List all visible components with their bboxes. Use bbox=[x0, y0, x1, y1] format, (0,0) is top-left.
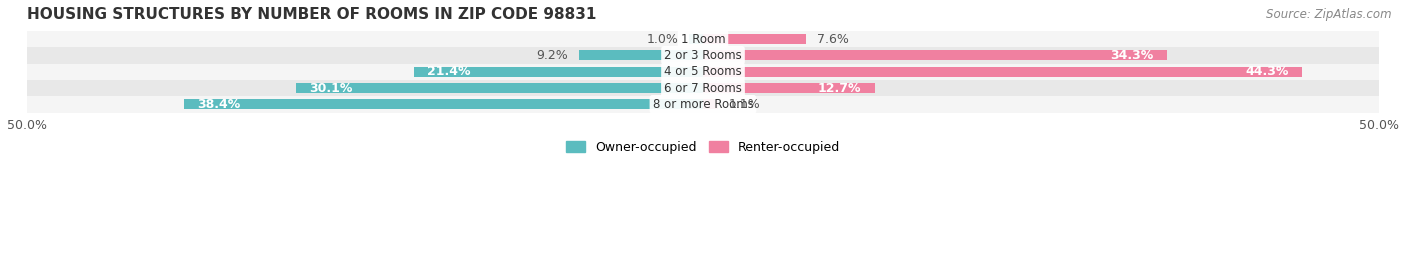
Text: Source: ZipAtlas.com: Source: ZipAtlas.com bbox=[1267, 8, 1392, 21]
Text: 38.4%: 38.4% bbox=[197, 98, 240, 111]
Text: 6 or 7 Rooms: 6 or 7 Rooms bbox=[664, 82, 742, 94]
Bar bbox=[413, 67, 703, 77]
Text: 1.0%: 1.0% bbox=[647, 33, 679, 46]
Bar bbox=[703, 50, 1167, 60]
Bar bbox=[297, 83, 703, 93]
Text: 34.3%: 34.3% bbox=[1109, 49, 1153, 62]
Bar bbox=[27, 96, 1379, 113]
Text: 4 or 5 Rooms: 4 or 5 Rooms bbox=[664, 65, 742, 78]
Text: HOUSING STRUCTURES BY NUMBER OF ROOMS IN ZIP CODE 98831: HOUSING STRUCTURES BY NUMBER OF ROOMS IN… bbox=[27, 7, 596, 22]
Text: 9.2%: 9.2% bbox=[536, 49, 568, 62]
Text: 1 Room: 1 Room bbox=[681, 33, 725, 46]
Bar bbox=[689, 34, 703, 44]
Bar bbox=[703, 99, 718, 110]
Bar bbox=[579, 50, 703, 60]
Text: 21.4%: 21.4% bbox=[427, 65, 471, 78]
Bar bbox=[27, 31, 1379, 47]
Bar bbox=[703, 34, 806, 44]
Text: 44.3%: 44.3% bbox=[1246, 65, 1288, 78]
Text: 30.1%: 30.1% bbox=[309, 82, 353, 94]
Bar bbox=[27, 47, 1379, 63]
Bar bbox=[703, 67, 1302, 77]
Bar bbox=[27, 63, 1379, 80]
Text: 12.7%: 12.7% bbox=[818, 82, 862, 94]
Bar bbox=[184, 99, 703, 110]
Legend: Owner-occupied, Renter-occupied: Owner-occupied, Renter-occupied bbox=[561, 136, 845, 159]
Bar bbox=[27, 80, 1379, 96]
Text: 1.1%: 1.1% bbox=[728, 98, 761, 111]
Text: 2 or 3 Rooms: 2 or 3 Rooms bbox=[664, 49, 742, 62]
Text: 7.6%: 7.6% bbox=[817, 33, 848, 46]
Text: 8 or more Rooms: 8 or more Rooms bbox=[652, 98, 754, 111]
Bar bbox=[703, 83, 875, 93]
